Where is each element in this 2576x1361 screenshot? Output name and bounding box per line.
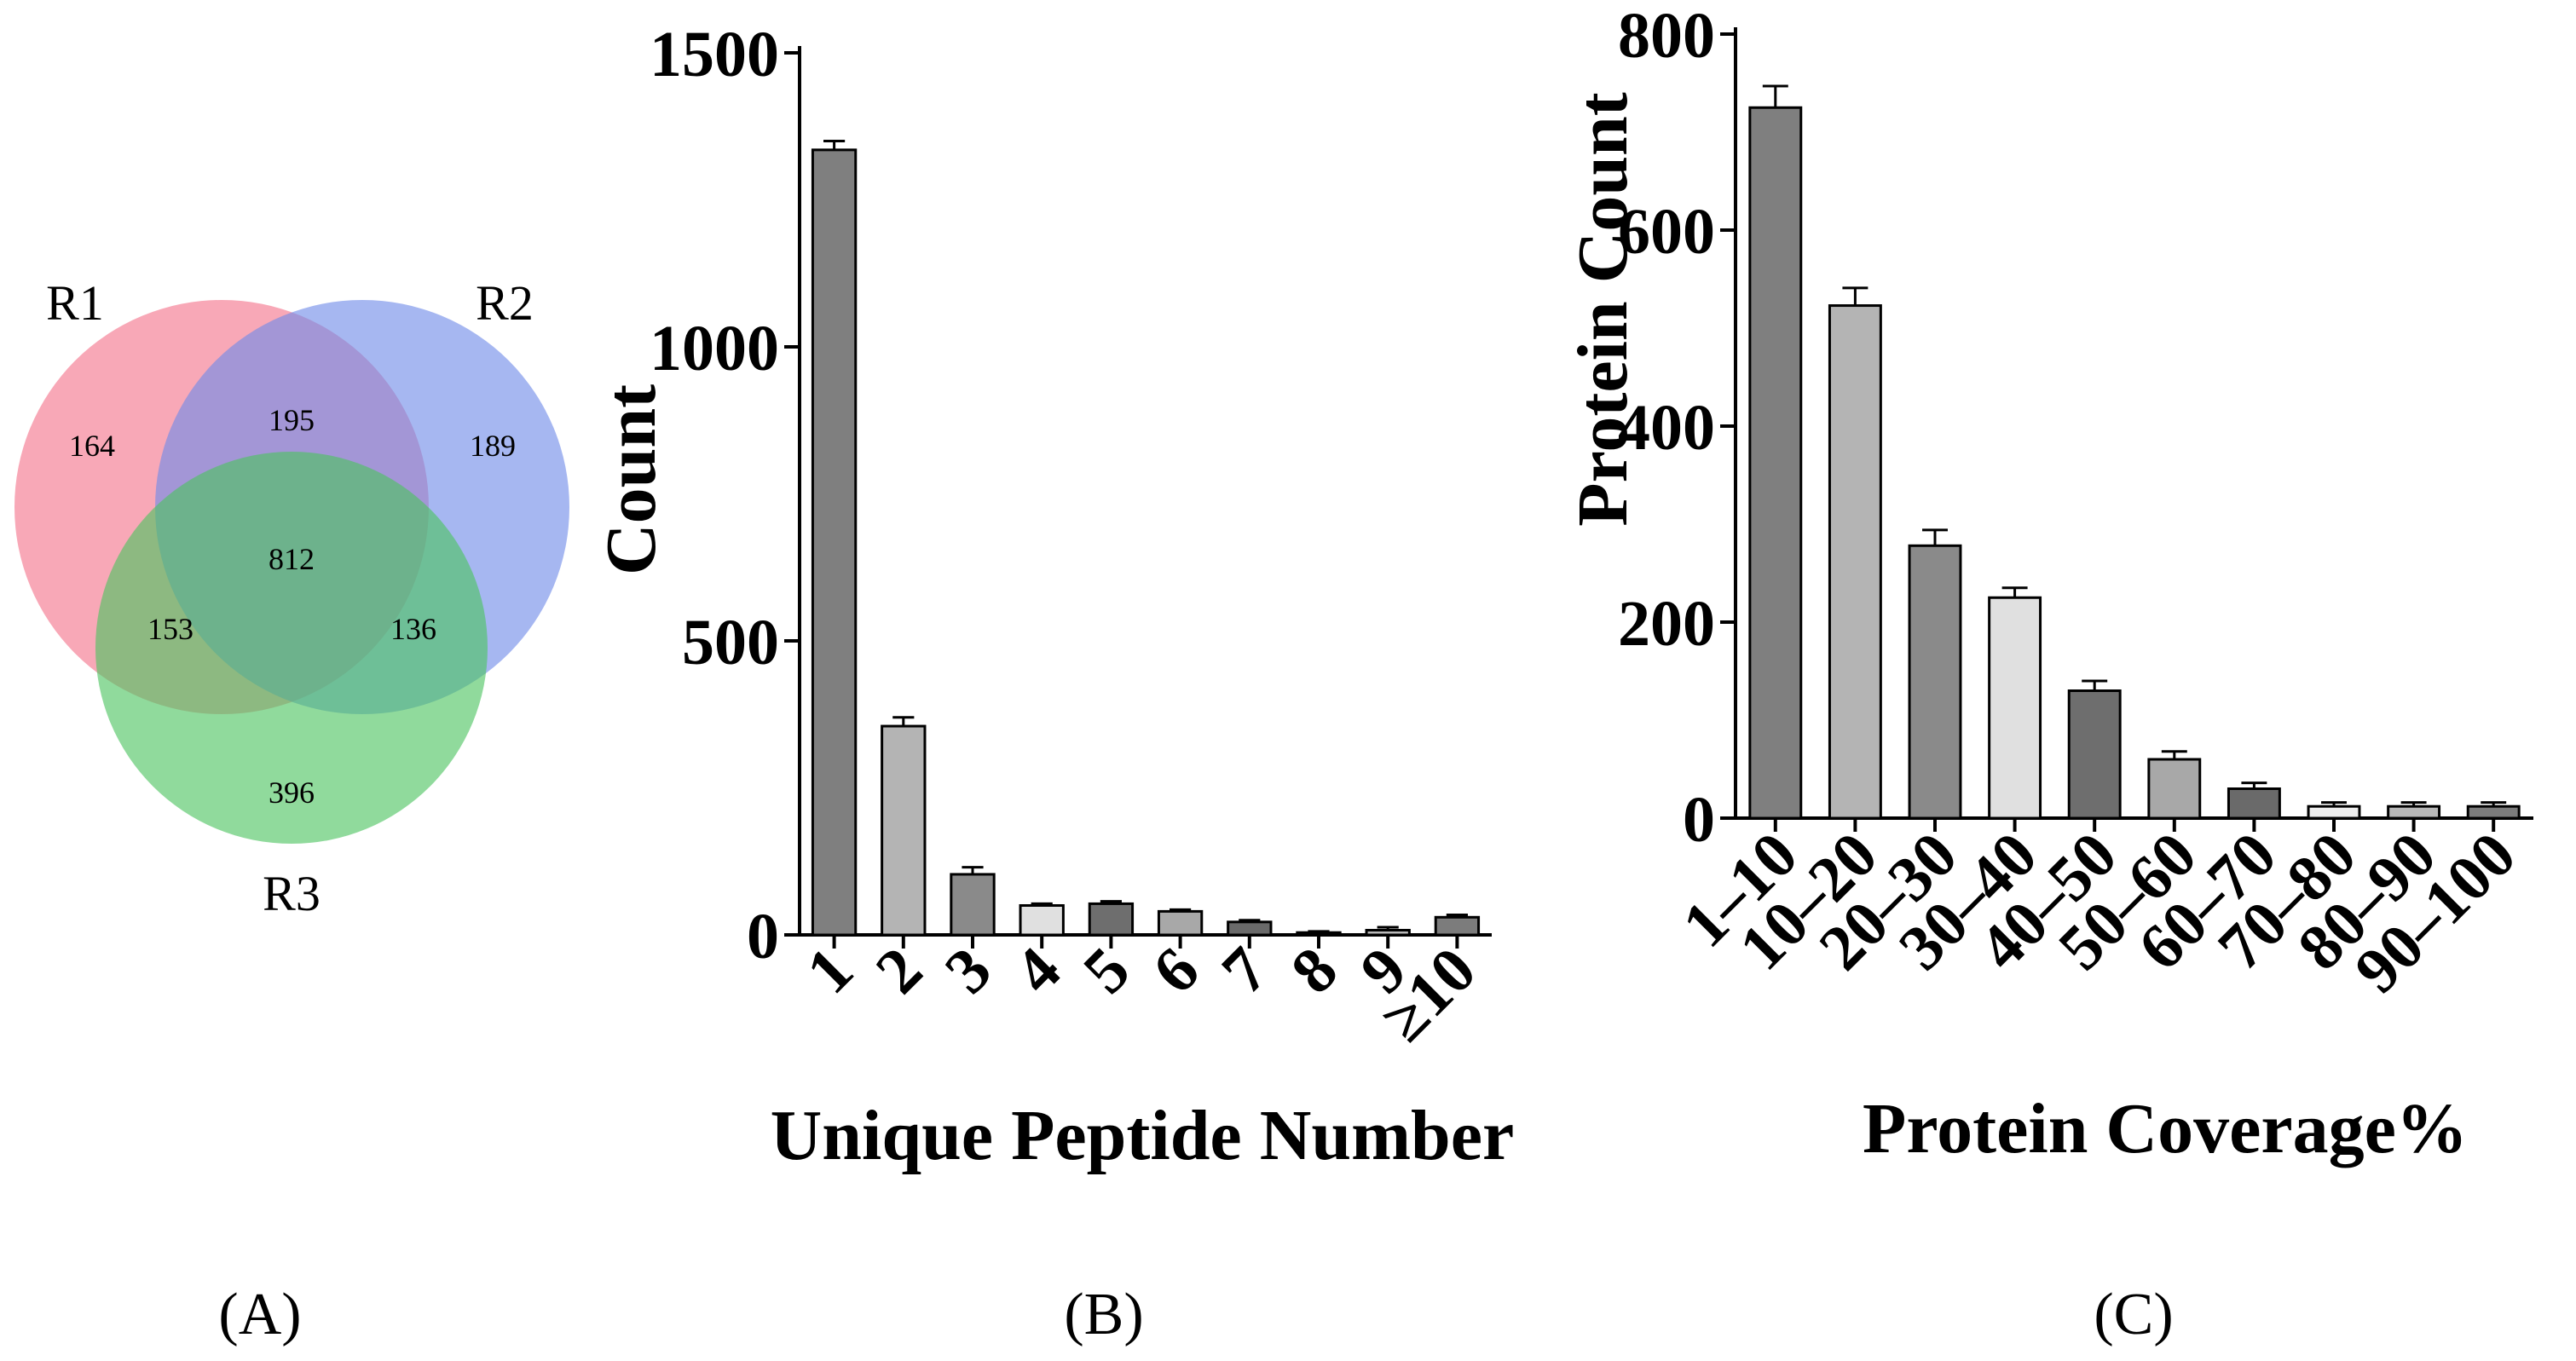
chart-c-bar xyxy=(1828,304,1882,820)
chart-c-bar xyxy=(1988,596,2042,820)
chart-b-xlabel: Unique Peptide Number xyxy=(771,1096,1515,1175)
venn-label-r3: R3 xyxy=(263,866,321,921)
venn-count-r1-r2: 195 xyxy=(269,403,315,437)
chart-unique-peptide: Count Unique Peptide Number 0 500 1000 1500… xyxy=(592,19,1514,1175)
venn-count-r3-only: 396 xyxy=(269,776,315,810)
chart-b-bar xyxy=(1434,915,1481,937)
chart-b-bar xyxy=(1088,902,1135,937)
chart-c-ylabel: Protein Count xyxy=(1563,92,1643,526)
venn-count-all: 812 xyxy=(269,542,315,576)
chart-b-ytick-label: 1000 xyxy=(650,313,779,384)
panel-label-b: (B) xyxy=(1064,1282,1143,1347)
chart-b-bar xyxy=(881,724,927,937)
chart-c-ytick-label: 0 xyxy=(1683,784,1715,856)
venn-count-r1-r3: 153 xyxy=(147,612,193,646)
chart-c-ytick-label: 400 xyxy=(1618,392,1715,464)
chart-b-xtick-label: 5 xyxy=(1070,934,1143,1007)
chart-b-bar xyxy=(811,148,858,937)
chart-b-ytick-label: 0 xyxy=(747,901,779,972)
chart-protein-coverage: Protein Count Protein Coverage% 0 200 400 6… xyxy=(1563,0,2533,1168)
chart-c-bar xyxy=(2147,758,2202,820)
chart-c-bar xyxy=(2307,804,2361,820)
chart-b-bar xyxy=(1227,920,1273,937)
chart-b-xtick-label: 6 xyxy=(1139,934,1212,1007)
chart-b-xtick-label: 1 xyxy=(793,934,866,1007)
chart-b-ytick-label: 1500 xyxy=(650,19,779,90)
chart-c-bar xyxy=(2466,804,2521,820)
chart-c-ytick-label: 200 xyxy=(1618,588,1715,660)
chart-b-xtick-label: 7 xyxy=(1209,934,1282,1007)
chart-b-ylabel: Count xyxy=(592,384,671,575)
venn-label-r1: R1 xyxy=(46,275,104,331)
chart-c-bar xyxy=(1908,544,1962,820)
chart-b-xtick-label: 3 xyxy=(932,934,1005,1007)
chart-c-bar xyxy=(2067,689,2122,820)
chart-c-bar xyxy=(2387,804,2441,820)
venn-label-r2: R2 xyxy=(476,275,534,331)
chart-b-bar xyxy=(1019,904,1065,937)
chart-b-bar xyxy=(950,873,996,937)
venn-count-r2-r3: 136 xyxy=(390,612,436,646)
chart-b-bar xyxy=(1157,909,1204,937)
chart-b-bar xyxy=(1296,931,1342,937)
chart-b-xtick-label: 4 xyxy=(1001,934,1074,1007)
chart-c-xlabel: Protein Coverage% xyxy=(1863,1089,2468,1168)
chart-b-ytick-label: 500 xyxy=(682,607,779,678)
chart-b-bar xyxy=(1365,928,1411,937)
panel-label-a: (A) xyxy=(218,1282,301,1347)
chart-c-bar xyxy=(2227,787,2281,820)
panel-label-c: (C) xyxy=(2094,1282,2173,1347)
chart-c-bar xyxy=(1748,106,1803,820)
venn-circle-r3 xyxy=(95,452,488,844)
venn-count-r2-only: 189 xyxy=(470,429,516,463)
venn-count-r1-only: 164 xyxy=(69,429,115,463)
chart-c-ytick-label: 800 xyxy=(1618,0,1715,72)
chart-c-ytick-label: 600 xyxy=(1618,196,1715,268)
venn-diagram: R1 R2 R3 164 189 396 195 153 136 812 xyxy=(14,275,569,921)
chart-b-xtick-label: 2 xyxy=(863,934,936,1007)
chart-b-xtick-label: 8 xyxy=(1278,934,1351,1007)
